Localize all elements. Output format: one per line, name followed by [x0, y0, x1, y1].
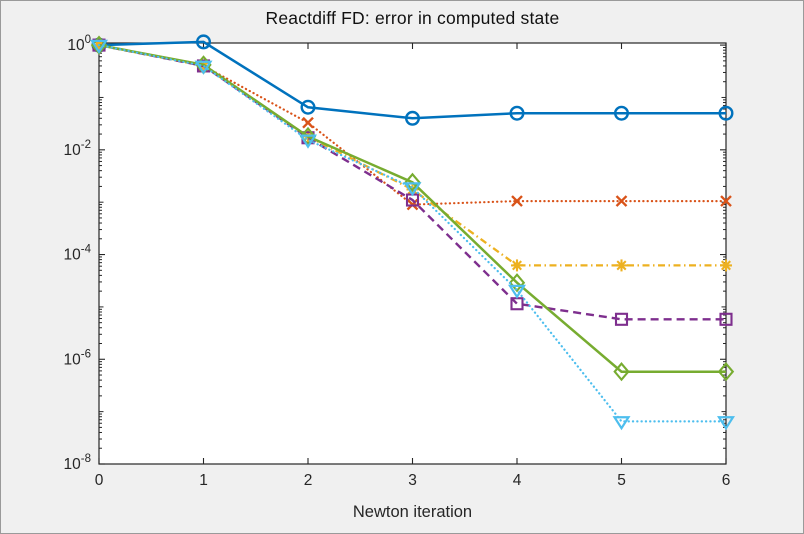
- series-6-triangle-markers: [89, 39, 736, 431]
- axes-box-and-ticks: [98, 42, 727, 465]
- y-tick-label: 100: [67, 34, 91, 54]
- series-1-circle-line: [98, 40, 726, 120]
- x-tick-label: 6: [722, 472, 731, 489]
- series-6-triangle-line: [97, 44, 728, 423]
- x-axis-label: Newton iteration: [352, 503, 473, 521]
- series-6-triangle: [89, 39, 736, 431]
- y-tick-label: 10-4: [64, 244, 92, 264]
- x-tick-label: 5: [617, 472, 626, 489]
- x-tick-label: 1: [199, 472, 208, 489]
- y-tick-label: 10-2: [64, 139, 91, 159]
- y-tick-label: 10-6: [64, 348, 91, 368]
- x-tick-label: 4: [513, 472, 522, 489]
- x-tick-labels: 0 1 2 3 4 5 6: [95, 472, 731, 489]
- x-tick-label: 0: [95, 472, 104, 489]
- plot-area: [99, 43, 726, 464]
- x-tick-label: 3: [408, 472, 417, 489]
- y-tick-label: 10-8: [64, 453, 91, 473]
- x-tick-label: 2: [304, 472, 313, 489]
- y-tick-labels: 100 10-2 10-4 10-6 10-8: [64, 34, 92, 473]
- chart-title: Reactdiff FD: error in computed state: [265, 8, 560, 28]
